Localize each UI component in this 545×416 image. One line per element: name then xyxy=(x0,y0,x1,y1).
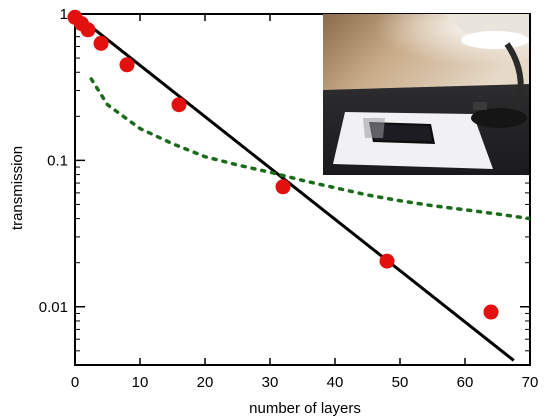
plot-area xyxy=(74,13,531,366)
x-axis: 0 10 20 30 40 50 60 70 xyxy=(71,14,539,391)
y-tick-label: 0.01 xyxy=(39,299,68,316)
desk-lamp-icon xyxy=(443,14,529,128)
data-point xyxy=(80,22,96,38)
x-axis-title: number of layers xyxy=(249,400,361,416)
y-tick-label: 0.1 xyxy=(47,152,68,169)
y-tick-label: 1 xyxy=(60,6,68,23)
data-point xyxy=(93,35,109,51)
x-tick-label: 10 xyxy=(132,374,149,391)
data-point xyxy=(171,97,187,113)
inset-photo xyxy=(323,14,529,175)
x-tick-label: 40 xyxy=(327,374,344,391)
x-tick-label: 0 xyxy=(71,374,79,391)
x-tick-label: 70 xyxy=(522,374,539,391)
x-tick-label: 50 xyxy=(392,374,409,391)
x-tick-label: 60 xyxy=(457,374,474,391)
series-layer xyxy=(67,9,530,362)
solid-fit-line xyxy=(75,14,515,362)
phone-icon xyxy=(363,118,435,144)
dotted-fit-line xyxy=(89,77,530,221)
data-point xyxy=(483,304,499,320)
x-tick-label: 20 xyxy=(197,374,214,391)
data-point xyxy=(275,179,291,195)
y-axis-title: transmission xyxy=(9,146,26,230)
plot-frame xyxy=(74,13,531,366)
data-point xyxy=(379,253,395,269)
data-point xyxy=(119,57,135,73)
inset-photo-drawing xyxy=(323,14,529,175)
x-tick-label: 30 xyxy=(262,374,279,391)
